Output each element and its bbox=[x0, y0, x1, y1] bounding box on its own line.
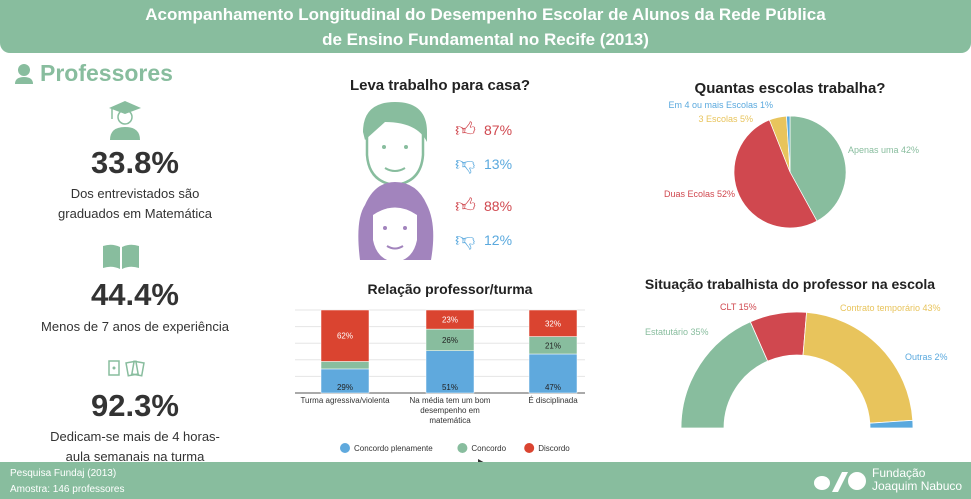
thumbs-up-icon: 👍︎ bbox=[455, 119, 476, 141]
thumbs-up-icon: 👍︎ bbox=[455, 195, 476, 217]
female-yes-pct: 88% bbox=[484, 198, 513, 214]
bar-segment bbox=[320, 309, 370, 362]
bar-data-label: 32% bbox=[545, 319, 561, 328]
male-yes-pct: 87% bbox=[484, 122, 513, 138]
header-banner: Acompanhamento Longitudinal do Desempenh… bbox=[0, 0, 971, 53]
title-line-2: de Ensino Fundamental no Recife (2013) bbox=[322, 30, 649, 49]
bar-segment bbox=[425, 309, 475, 330]
x-tick-label: É disciplinada bbox=[528, 396, 578, 405]
bar-data-label: 51% bbox=[442, 383, 458, 392]
stat-value-hours: 92.3% bbox=[91, 388, 179, 423]
x-tick-label: matemática bbox=[429, 416, 471, 425]
footer-source: Pesquisa Fundaj (2013) bbox=[10, 468, 117, 479]
donut-slice bbox=[680, 321, 769, 429]
title-line-1: Acompanhamento Longitudinal do Desempenh… bbox=[145, 5, 826, 24]
footer-sample: Amostra: 146 professores bbox=[10, 484, 125, 495]
legend-label: Concordo bbox=[471, 444, 506, 453]
thumbs-down-icon: 👎︎ bbox=[455, 229, 476, 251]
logo-line-2: Joaquim Nabuco bbox=[872, 479, 963, 493]
pie-slice bbox=[789, 115, 847, 222]
donut-slice bbox=[869, 419, 914, 429]
bar-data-label: 29% bbox=[337, 383, 353, 392]
donut-label: Outras 2% bbox=[905, 352, 948, 362]
fundaj-logo-text: Fundação Joaquim Nabuco bbox=[872, 467, 962, 493]
section-title: Professores bbox=[40, 60, 173, 86]
footer: Pesquisa Fundaj (2013) Amostra: 146 prof… bbox=[0, 462, 971, 499]
x-tick-label: Na média tem um bom bbox=[410, 396, 491, 405]
pie-label: Apenas uma 42% bbox=[848, 145, 919, 155]
male-face-icon bbox=[363, 102, 427, 187]
bar-data-label: 26% bbox=[442, 336, 458, 345]
stat-desc-graduates: Dos entrevistados são graduados em Matem… bbox=[58, 186, 212, 221]
stat-desc-hours: Dedicam-se mais de 4 horas-aula semanais… bbox=[50, 429, 220, 464]
legend-marker bbox=[524, 443, 535, 453]
section-heading: Professores bbox=[14, 60, 173, 87]
legend-marker bbox=[340, 443, 350, 453]
bar-data-label: 23% bbox=[442, 316, 458, 325]
fundaj-logo-icon bbox=[814, 472, 866, 492]
logo-line-1: Fundação bbox=[872, 466, 926, 480]
half-donut-chart: Estatutário 35% CLT 15% Contrato temporári… bbox=[645, 302, 948, 429]
donut-label: CLT 15% bbox=[720, 302, 757, 312]
bar-chart-title: Relação professor/turma bbox=[367, 281, 533, 297]
legend-marker bbox=[457, 443, 468, 453]
thumbs-down-icon: 👎︎ bbox=[455, 153, 476, 175]
stat-value-experience: 44.4% bbox=[91, 277, 179, 312]
bar-segment bbox=[425, 350, 475, 394]
bar-segment bbox=[320, 361, 370, 370]
faces-illustration bbox=[358, 102, 434, 262]
legend-label: Concordo plenamente bbox=[354, 444, 433, 453]
donut-label: Contrato temporário 43% bbox=[840, 303, 941, 313]
female-face-icon bbox=[358, 182, 434, 262]
bar-chart: 29% 62% Turma agressiva/violenta 51% 26% 23% N… bbox=[295, 309, 585, 453]
bar-segment bbox=[528, 353, 578, 394]
donut-chart-title: Situação trabalhista do professor na esc… bbox=[644, 276, 936, 292]
pie-chart-title: Quantas escolas trabalha? bbox=[694, 80, 886, 97]
book-icon bbox=[103, 244, 139, 269]
x-tick-label: Turma agressiva/violenta bbox=[300, 396, 390, 405]
male-no-pct: 13% bbox=[484, 156, 513, 172]
bar-segment bbox=[528, 309, 578, 337]
stat-desc-experience: Menos de 7 anos de experiência bbox=[41, 319, 229, 334]
female-no-pct: 12% bbox=[484, 232, 513, 248]
cards-icon bbox=[108, 360, 145, 377]
male-no: 👎︎ bbox=[455, 152, 475, 176]
bar-data-label: 21% bbox=[545, 341, 561, 350]
graduate-icon bbox=[109, 101, 141, 140]
x-tick-label: desempenho em bbox=[420, 406, 480, 415]
pie-slice bbox=[786, 115, 791, 173]
bar-data-label: 62% bbox=[337, 332, 353, 341]
stat-value-graduates: 33.8% bbox=[91, 145, 179, 180]
pie-label: Em 4 ou mais Escolas 1% bbox=[668, 100, 773, 110]
pie-label: Duas Ecolas 52% bbox=[664, 189, 735, 199]
person-icon bbox=[15, 63, 33, 84]
male-yes: 👍︎ bbox=[455, 118, 476, 142]
legend-label: Discordo bbox=[538, 444, 570, 453]
pie-slice bbox=[733, 119, 818, 229]
bar-data-label: 47% bbox=[545, 383, 561, 392]
female-yes: 👍︎ bbox=[455, 194, 476, 218]
donut-label: Estatutário 35% bbox=[645, 327, 709, 337]
pie-chart: Apenas uma 42% Duas Ecolas 52% 3 Escolas 5… bbox=[664, 100, 919, 229]
pie-label: 3 Escolas 5% bbox=[698, 114, 753, 124]
homework-title: Leva trabalho para casa? bbox=[349, 77, 531, 94]
bar-segment bbox=[320, 368, 370, 394]
donut-slice bbox=[802, 311, 914, 424]
female-no: 👎︎ bbox=[455, 228, 475, 252]
